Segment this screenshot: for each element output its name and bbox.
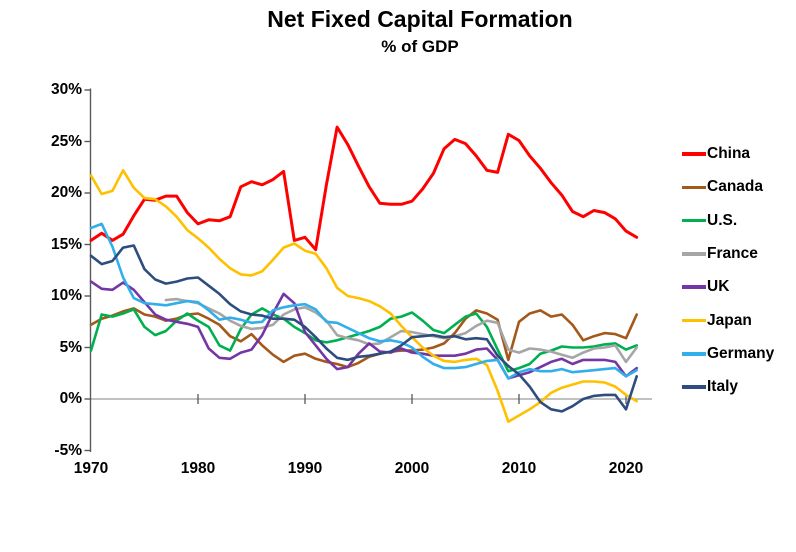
x-axis-label: 1990 — [287, 460, 323, 477]
series-line-japan — [89, 169, 639, 424]
legend-label: UK — [707, 278, 730, 296]
y-axis-label: 15% — [50, 235, 82, 253]
x-axis-label: 1980 — [180, 460, 216, 477]
legend-swatch — [682, 352, 706, 356]
series-line-uk — [89, 280, 639, 380]
series-line-italy — [89, 244, 639, 413]
legend-label: Canada — [707, 178, 763, 196]
legend-item-china: China — [682, 144, 750, 164]
legend-label: Italy — [707, 378, 739, 396]
series-line-canada — [89, 307, 639, 369]
series-line-germany — [89, 222, 639, 380]
legend-swatch — [682, 185, 706, 190]
x-axis-label: 2000 — [394, 460, 430, 477]
chart-title: Net Fixed Capital Formation — [267, 6, 573, 32]
legend-swatch — [682, 218, 706, 223]
legend-label: U.S. — [707, 211, 738, 229]
y-axis-label: 20% — [50, 184, 82, 201]
y-axis-label: -5% — [54, 441, 82, 459]
chart-subtitle: % of GDP — [381, 37, 459, 56]
y-axis-label: 5% — [59, 338, 82, 356]
legend-item-germany: Germany — [682, 344, 774, 364]
legend-swatch — [682, 252, 706, 256]
x-axis-label: 2010 — [501, 460, 537, 477]
y-axis-label: 0% — [59, 390, 82, 407]
legend-label: Japan — [707, 311, 752, 329]
y-axis-label: 25% — [50, 132, 82, 150]
x-axis-label: 2020 — [608, 460, 644, 477]
legend-item-france: France — [682, 244, 758, 264]
series-line-us — [89, 307, 639, 373]
legend-label: France — [707, 244, 758, 262]
legend-swatch — [682, 318, 706, 323]
y-axis-label: 30% — [50, 81, 82, 98]
legend-label: China — [707, 145, 751, 162]
y-axis-label: 10% — [50, 287, 82, 304]
series-line-china — [89, 125, 639, 252]
legend-item-canada: Canada — [682, 177, 763, 197]
legend-item-us: U.S. — [682, 211, 737, 231]
legend-item-japan: Japan — [682, 311, 752, 331]
legend-swatch — [682, 152, 706, 156]
legend-swatch — [682, 385, 706, 389]
legend-item-uk: UK — [682, 277, 729, 297]
legend-label: Germany — [707, 344, 775, 362]
series-line-france — [164, 297, 639, 364]
legend-item-italy: Italy — [682, 377, 738, 397]
x-axis-label: 1970 — [73, 460, 109, 477]
source-note: Source: Calculated from World Bank World… — [8, 511, 796, 552]
legend-swatch — [682, 285, 706, 289]
